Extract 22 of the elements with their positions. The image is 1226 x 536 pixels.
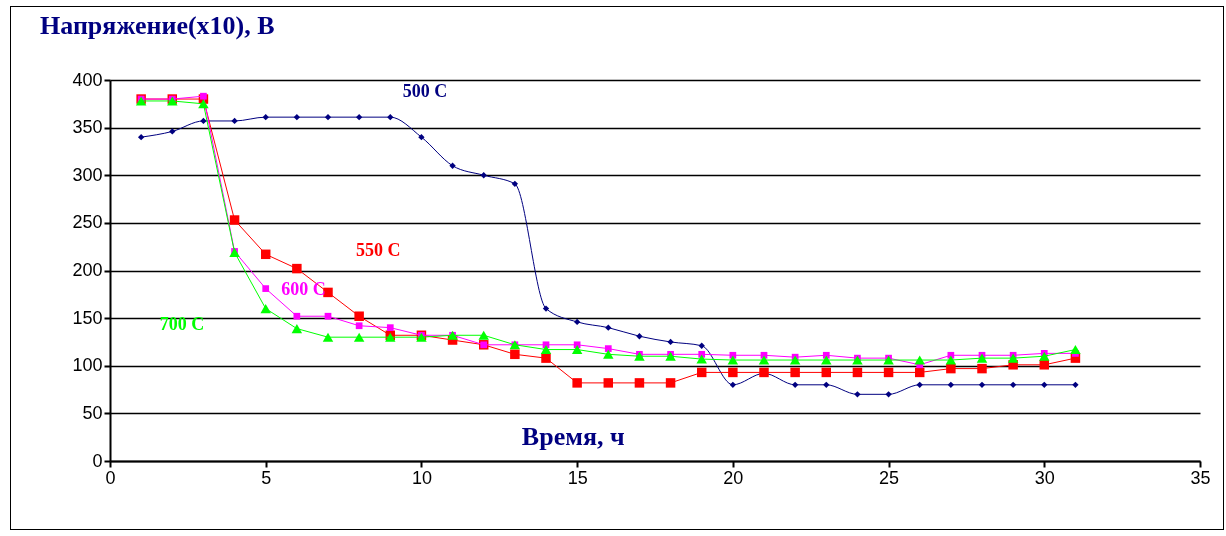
y-tick-label: 50 [82,402,103,423]
x-tick-label: 35 [1190,467,1211,488]
x-tick-label: 20 [723,467,744,488]
y-tick-label: 0 [92,450,103,471]
y-axis-title: Напряжение(x10), В [40,11,275,40]
y-tick-label: 200 [72,260,103,280]
x-tick-label: 5 [261,467,272,488]
y-tick-label: 350 [72,117,103,138]
text: 700 C [159,313,205,334]
x-tick-label: 0 [105,467,116,488]
series-label: 500 C [402,81,448,102]
x-tick-label: 10 [411,467,432,488]
x-tick-label: 15 [567,467,588,488]
y-tick-label: 250 [72,212,103,233]
y-tick-label: 150 [72,307,103,328]
x-axis-title: Время, ч [521,422,625,451]
y-tick-label: 300 [72,164,103,185]
x-tick-label: 30 [1034,467,1055,488]
series-label: 550 C [356,240,401,261]
y-tick-label: 100 [72,355,103,376]
x-tick-label: 25 [879,467,900,488]
y-tick-label: 400 [72,69,103,90]
